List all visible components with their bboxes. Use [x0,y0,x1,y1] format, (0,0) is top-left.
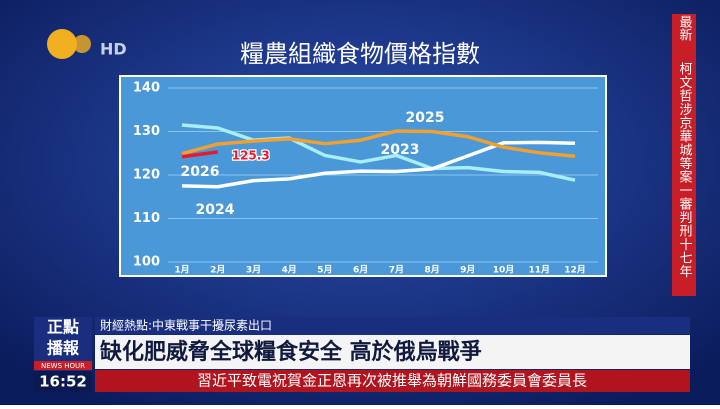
breaking-bar [672,14,696,296]
x-tick-label: 6月 [353,265,368,276]
y-tick-label: 140 [133,81,160,96]
y-tick-label: 100 [133,255,160,270]
series-label: 2025 [406,110,445,126]
x-tick-label: 11月 [529,265,551,276]
headline: 缺化肥威脅全球糧食安全 高於俄烏戰爭 [100,339,482,365]
series-label: 2026 [181,164,220,180]
show-name: 播報 [47,339,80,358]
show-en: NEWS HOUR [41,362,85,370]
x-tick-label: 1月 [174,265,189,276]
logo-mark [47,29,77,59]
ticker-bar [95,370,690,392]
breaking-text: 柯文哲涉京華城等案一審判刑十七年 [677,62,693,278]
logo-mark [73,35,91,53]
x-tick-label: 2月 [210,265,225,276]
value-label: 125.3 [232,148,270,162]
x-tick-label: 7月 [389,265,404,276]
breaking-tag: 最新 [677,15,693,41]
y-tick-label: 130 [133,124,160,139]
x-tick-label: 12月 [564,265,586,276]
show-name: 正點 [47,318,79,337]
series-label: 2023 [381,142,420,158]
chart-panel [119,75,607,277]
x-tick-label: 9月 [460,265,475,276]
x-tick-label: 10月 [493,265,515,276]
series-line [181,123,576,182]
x-tick-label: 4月 [282,265,297,276]
topic: 財經熱點:中東戰事干擾尿素出口 [100,318,272,333]
clock: 16:52 [39,373,87,391]
ticker: 習近平致電祝賀金正恩再次被推舉為朝鮮國務委員會委員長 [197,372,587,390]
y-tick-label: 110 [133,211,160,226]
show-en-bar [34,361,92,370]
topic-bar [95,317,690,334]
series-line [181,129,576,159]
y-tick-label: 120 [133,168,160,183]
x-tick-label: 3月 [246,265,261,276]
series-line [181,140,576,189]
headline-bar [95,335,690,369]
series-line [181,150,218,159]
series-label: 2024 [196,202,235,218]
clock-box [34,371,92,392]
hd-logo: HD [100,40,127,59]
x-tick-label: 5月 [317,265,332,276]
x-tick-label: 8月 [424,265,439,276]
chart-title: 糧農組織食物價格指數 [240,40,480,68]
